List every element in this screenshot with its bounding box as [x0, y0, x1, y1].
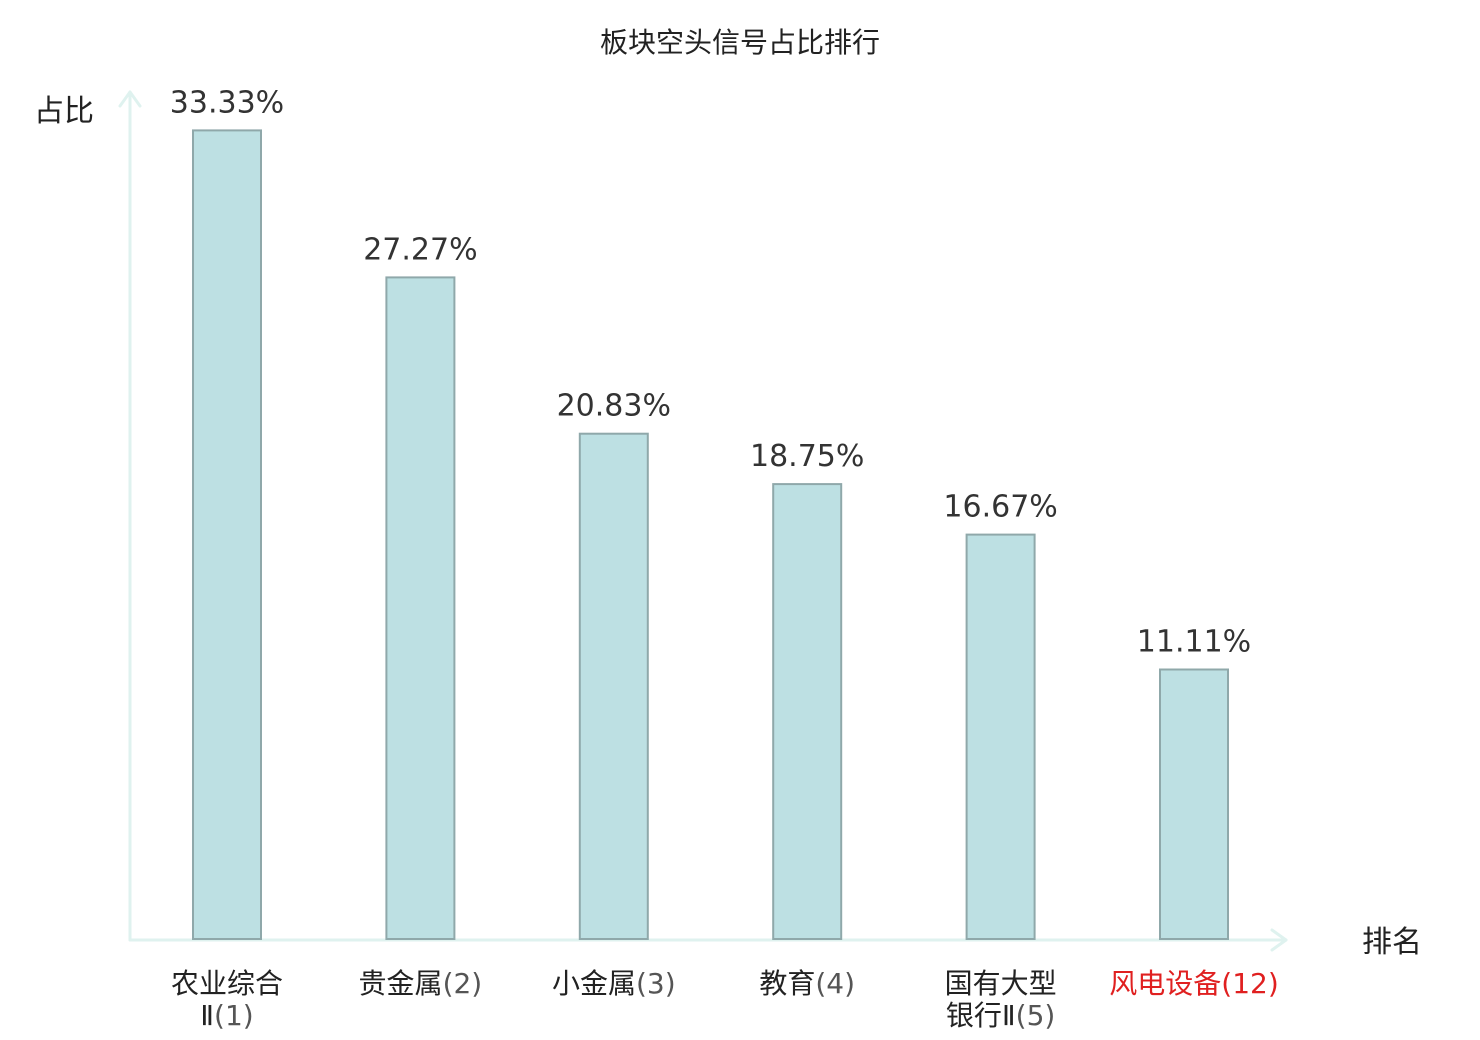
- category-rank: (1): [214, 999, 254, 1032]
- bar-value-label: 16.67%: [943, 490, 1057, 525]
- bar-value-label: 18.75%: [750, 439, 864, 474]
- bar-value-label: 11.11%: [1137, 625, 1251, 660]
- y-axis-label: 占比: [34, 94, 94, 129]
- y-axis-arrow: [118, 90, 142, 108]
- x-axis-label: 排名: [1362, 925, 1422, 960]
- category-labels: 农业综合 Ⅱ(1) 贵金属(2) 小金属(3) 教育(4) 国有大型银行Ⅱ(5) 风电设备(…: [171, 967, 1279, 1032]
- bar: [578, 432, 649, 940]
- category-label: 农业综合 Ⅱ(1): [171, 967, 283, 1032]
- category-rank: (5): [1016, 999, 1056, 1032]
- category-name: Ⅱ(1): [200, 999, 253, 1032]
- category-name: 国有大型: [945, 967, 1057, 1000]
- category-name: 贵金属(2): [359, 967, 483, 1000]
- bar: [385, 276, 456, 940]
- category-rank: (2): [443, 967, 483, 1000]
- bar: [772, 483, 843, 940]
- value-labels: 33.33% 27.27% 20.83% 18.75% 16.67% 11.11%: [170, 85, 1251, 659]
- category-label: 教育(4): [759, 967, 855, 1000]
- category-label: 国有大型银行Ⅱ(5): [945, 967, 1057, 1032]
- category-name: 小金属(3): [552, 967, 676, 1000]
- category-name: 教育(4): [759, 967, 855, 1000]
- axes: [118, 90, 1288, 952]
- bar-value-label: 20.83%: [557, 389, 671, 424]
- bar: [965, 533, 1036, 940]
- chart-title: 板块空头信号占比排行: [600, 26, 880, 59]
- category-name: 银行Ⅱ(5): [946, 999, 1055, 1032]
- bars: [192, 129, 1229, 940]
- category-label: 小金属(3): [552, 967, 676, 1000]
- category-name: 农业综合: [171, 967, 283, 1000]
- bar-value-label: 33.33%: [170, 85, 284, 120]
- category-rank: (12): [1221, 967, 1278, 1000]
- bar: [1159, 668, 1229, 940]
- category-label: 风电设备(12): [1109, 967, 1279, 1000]
- bar: [192, 129, 262, 940]
- category-label: 贵金属(2): [359, 967, 483, 1000]
- x-axis-arrow: [1270, 928, 1288, 952]
- category-name: 风电设备(12): [1109, 967, 1279, 1000]
- category-rank: (4): [815, 967, 855, 1000]
- bar-value-label: 27.27%: [363, 232, 477, 267]
- category-rank: (3): [636, 967, 676, 1000]
